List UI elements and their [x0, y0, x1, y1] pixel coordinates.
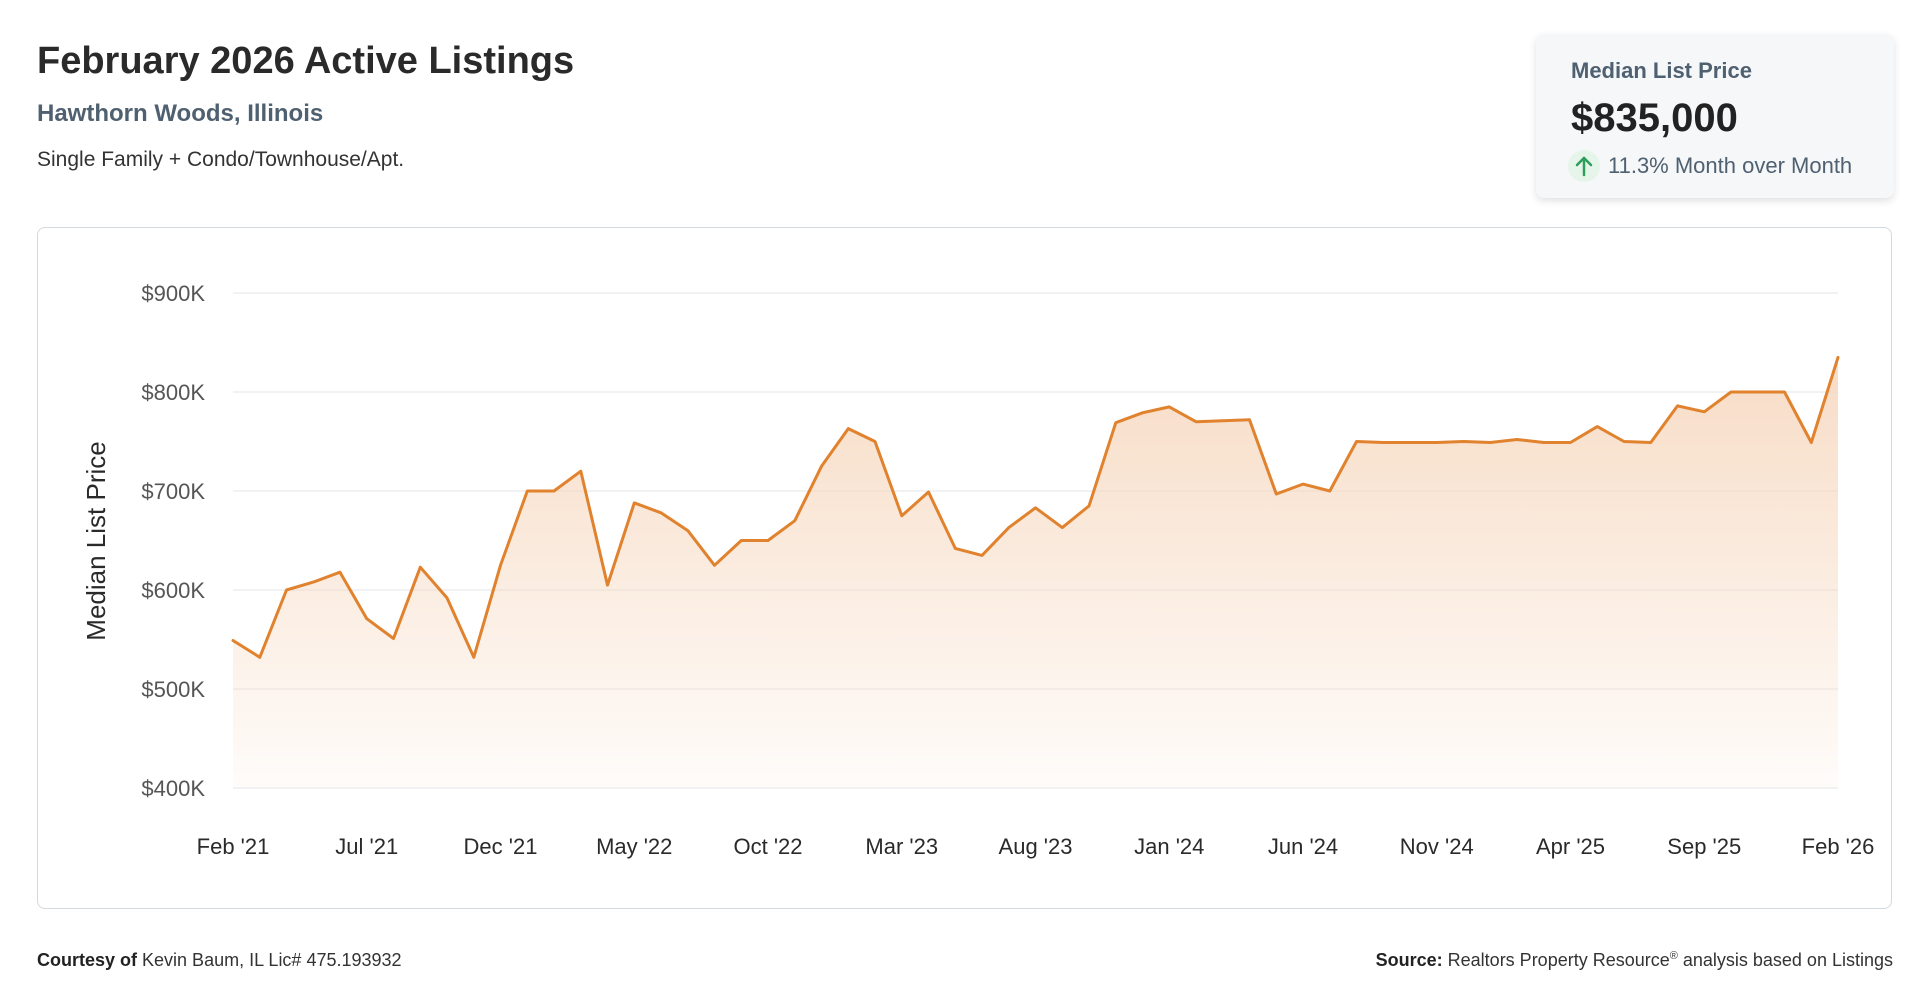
y-tick-label: $500K [141, 677, 205, 702]
x-tick-label: Aug '23 [999, 834, 1073, 859]
x-tick-label: Mar '23 [865, 834, 938, 859]
x-tick-label: Nov '24 [1400, 834, 1474, 859]
footer-courtesy: Courtesy of Kevin Baum, IL Lic# 475.1939… [37, 950, 402, 971]
x-tick-label: Jan '24 [1134, 834, 1204, 859]
series-line [231, 355, 1840, 659]
kpi-value: $835,000 [1571, 96, 1738, 140]
source-text-post: analysis based on Listings [1677, 950, 1893, 970]
y-tick-label: $800K [141, 380, 205, 405]
x-tick-label: Sep '25 [1667, 834, 1741, 859]
x-tick-label: Feb '21 [197, 834, 270, 859]
median-list-price-chart: $400K $500K $600K $700K $800K $900K Feb '21 Ju… [81, 281, 1875, 859]
median-list-price-card: Median List Price $835,000 11.3% Month o… [1536, 34, 1894, 198]
page-title: February 2026 Active Listings [37, 40, 575, 82]
location-subtitle: Hawthorn Woods, Illinois [37, 100, 324, 127]
y-tick-label: $700K [141, 479, 205, 504]
x-tick-label: Oct '22 [733, 834, 802, 859]
x-tick-label: Dec '21 [464, 834, 538, 859]
courtesy-text: Kevin Baum, IL Lic# 475.193932 [142, 950, 402, 970]
arrow-up-icon [1568, 150, 1600, 182]
x-axis-ticks: Feb '21 Jul '21 Dec '21 May '22 Oct '22 Mar '… [197, 834, 1875, 859]
footer-source: Source: Realtors Property Resource® anal… [1376, 950, 1893, 971]
source-label: Source: [1375, 950, 1443, 970]
x-tick-label: Feb '26 [1802, 834, 1875, 859]
y-axis-label: Median List Price [81, 441, 111, 640]
property-types-label: Single Family + Condo/Townhouse/Apt. [37, 148, 405, 171]
y-tick-label: $900K [141, 281, 205, 306]
kpi-change-row: 11.3% Month over Month [1568, 150, 1852, 182]
x-tick-label: Jul '21 [335, 834, 398, 859]
y-axis-ticks: $400K $500K $600K $700K $800K $900K [141, 281, 205, 801]
kpi-change-text: 11.3% Month over Month [1608, 153, 1853, 178]
kpi-label: Median List Price [1571, 58, 1752, 83]
x-tick-label: Jun '24 [1268, 834, 1338, 859]
courtesy-label: Courtesy of [37, 950, 138, 970]
x-tick-label: May '22 [596, 834, 672, 859]
source-text-pre: Realtors Property Resource [1447, 950, 1670, 970]
chart-panel: $400K $500K $600K $700K $800K $900K Feb '21 Ju… [37, 227, 1892, 909]
series-area [233, 357, 1838, 788]
y-tick-label: $600K [141, 578, 205, 603]
registered-mark: ® [1669, 950, 1678, 962]
y-tick-label: $400K [141, 776, 205, 801]
x-tick-label: Apr '25 [1536, 834, 1605, 859]
